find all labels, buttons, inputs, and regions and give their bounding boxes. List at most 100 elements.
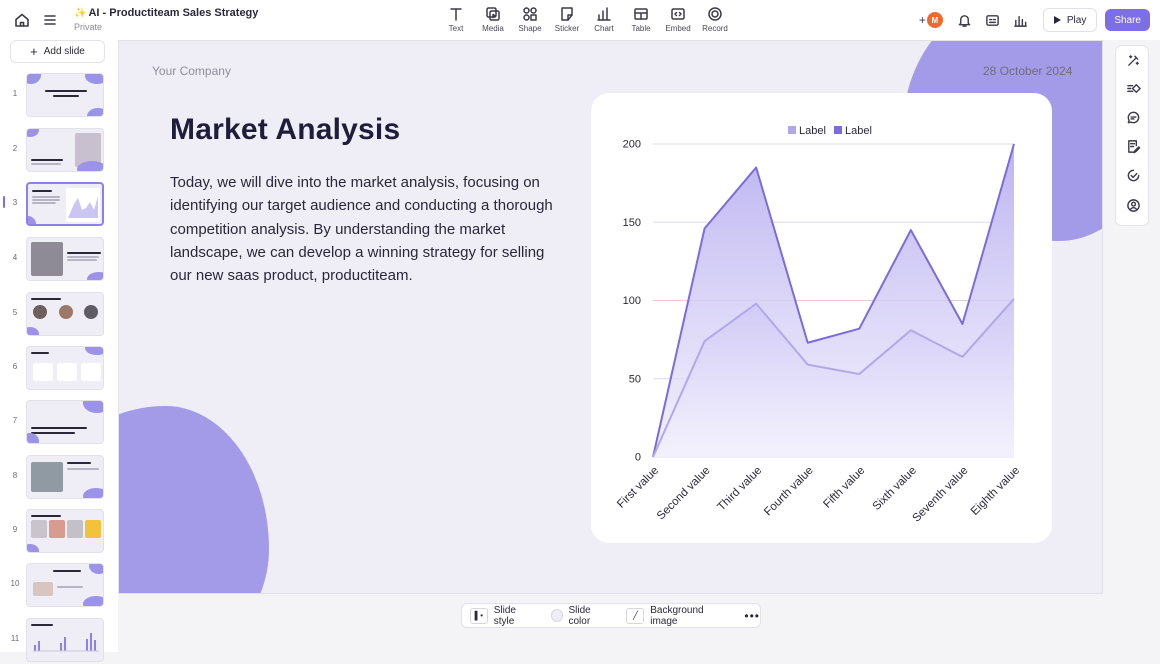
slide-thumbnail-row[interactable]: 6	[0, 346, 118, 392]
slide-thumbnail-active[interactable]	[26, 182, 104, 226]
slide-thumbnail-row-active[interactable]: 3	[0, 182, 118, 228]
analytics-button[interactable]	[1007, 6, 1035, 34]
chart-icon	[596, 6, 612, 22]
home-button[interactable]	[8, 6, 36, 34]
document-title[interactable]: ✨AI - Productiteam Sales Strategy Privat…	[74, 7, 258, 33]
top-bar: ✨AI - Productiteam Sales Strategy Privat…	[0, 0, 1160, 40]
text-icon	[448, 6, 464, 22]
decorative-blob	[118, 406, 269, 594]
legend-swatch	[834, 126, 842, 134]
slide-thumbnail[interactable]	[26, 346, 104, 390]
slide-color-button[interactable]: Slide color	[551, 605, 615, 627]
slide-number: 6	[10, 362, 20, 371]
slide-thumbnail-row[interactable]: 2	[0, 128, 118, 174]
more-options-button[interactable]: •••	[744, 609, 760, 623]
slide-style-icon: ▌•	[470, 608, 488, 624]
profile-button[interactable]	[1124, 196, 1142, 214]
slide-color-swatch-icon	[551, 609, 564, 622]
slide-thumbnail[interactable]	[26, 128, 104, 172]
tool-media[interactable]: Media	[475, 4, 511, 38]
slide-thumbnail[interactable]	[26, 292, 104, 336]
slide-number: 5	[10, 308, 20, 317]
slide-thumbnail-row[interactable]: 9	[0, 509, 118, 555]
insert-toolbar: Text Media Shape Sticker Chart Table Emb…	[438, 4, 734, 38]
tool-sticker[interactable]: Sticker	[549, 4, 585, 38]
slide-thumbnail-row[interactable]: 10	[0, 563, 118, 609]
tool-shape[interactable]: Shape	[512, 4, 548, 38]
tool-shape-label: Shape	[518, 24, 541, 33]
slide-thumbnail[interactable]	[26, 618, 104, 662]
legend-label: Label	[799, 125, 826, 137]
slide-thumbnail-row[interactable]: 11	[0, 618, 118, 664]
add-slide-button[interactable]: + Add slide	[10, 40, 105, 63]
tool-text[interactable]: Text	[438, 4, 474, 38]
slide-thumbnail[interactable]	[26, 237, 104, 281]
y-tick-label: 150	[623, 217, 641, 229]
slide-date[interactable]: 28 October 2024	[983, 64, 1072, 78]
slide-thumbnail-row[interactable]: 4	[0, 237, 118, 283]
slide-thumbnail-row[interactable]: 7	[0, 400, 118, 446]
slide-thumbnail[interactable]	[26, 400, 104, 444]
magic-wand-icon	[1126, 53, 1141, 68]
background-image-button[interactable]: ╱ Background image	[626, 605, 732, 627]
shape-icon	[522, 6, 538, 22]
share-button[interactable]: Share	[1105, 9, 1150, 31]
sticker-icon	[559, 6, 575, 22]
slide-number: 10	[10, 579, 20, 588]
canvas-area: Your Company 28 October 2024 Market Anal…	[118, 40, 1160, 652]
tool-embed[interactable]: Embed	[660, 4, 696, 38]
animations-button[interactable]	[1124, 79, 1142, 97]
add-collaborator-icon: +	[919, 13, 926, 27]
user-circle-icon	[1126, 198, 1141, 213]
x-tick-label: First value	[615, 465, 661, 511]
slide-company[interactable]: Your Company	[152, 64, 231, 78]
slide-heading[interactable]: Market Analysis	[170, 113, 400, 147]
slide-thumbnail[interactable]	[26, 563, 104, 607]
x-tick-label: Seventh value	[911, 465, 971, 525]
document-visibility: Private	[74, 21, 258, 33]
tool-chart[interactable]: Chart	[586, 4, 622, 38]
slide-number: 8	[10, 471, 20, 480]
slide-thumbnail[interactable]	[26, 455, 104, 499]
slide-options-bar: ▌• Slide style Slide color ╱ Background …	[461, 603, 761, 628]
slide-thumbnail-row[interactable]: 8	[0, 455, 118, 501]
tool-text-label: Text	[449, 24, 464, 33]
notes-button[interactable]	[1124, 137, 1142, 155]
hamburger-icon	[42, 12, 58, 28]
x-tick-label: Fourth value	[762, 465, 816, 519]
x-tick-label: Fifth value	[821, 465, 867, 511]
embed-icon	[670, 6, 686, 22]
slide-style-button[interactable]: ▌• Slide style	[470, 605, 539, 627]
captions-button[interactable]	[979, 6, 1007, 34]
slide-thumbnail-row[interactable]: 5	[0, 292, 118, 338]
menu-button[interactable]	[36, 6, 64, 34]
slide-thumbnail-row[interactable]: 1	[0, 73, 118, 119]
design-tool-button[interactable]	[1124, 51, 1142, 69]
slide-sidebar: + Add slide 1 2 3	[0, 40, 118, 652]
y-tick-label: 50	[629, 373, 641, 385]
x-tick-label: Eighth value	[969, 465, 1022, 518]
table-icon	[633, 6, 649, 22]
play-button[interactable]: Play	[1043, 8, 1097, 32]
slide-thumbnail[interactable]	[26, 509, 104, 553]
legend-swatch	[788, 126, 796, 134]
notifications-button[interactable]	[951, 6, 979, 34]
analytics-icon	[1013, 13, 1028, 28]
slide-body-text[interactable]: Today, we will dive into the market anal…	[170, 171, 560, 287]
check-button[interactable]	[1124, 166, 1142, 184]
slide-number: 7	[10, 416, 20, 425]
slide-canvas[interactable]: Your Company 28 October 2024 Market Anal…	[118, 40, 1103, 594]
check-circle-icon	[1126, 168, 1141, 183]
captions-icon	[985, 13, 1000, 28]
comments-button[interactable]	[1124, 108, 1142, 126]
play-button-label: Play	[1067, 15, 1086, 26]
tool-table[interactable]: Table	[623, 4, 659, 38]
collaborators[interactable]: + M	[919, 12, 943, 28]
slide-number: 9	[10, 525, 20, 534]
slide-thumbnail[interactable]	[26, 73, 104, 117]
tool-record[interactable]: Record	[697, 4, 733, 38]
y-tick-label: 200	[623, 139, 641, 151]
tool-record-label: Record	[702, 24, 728, 33]
